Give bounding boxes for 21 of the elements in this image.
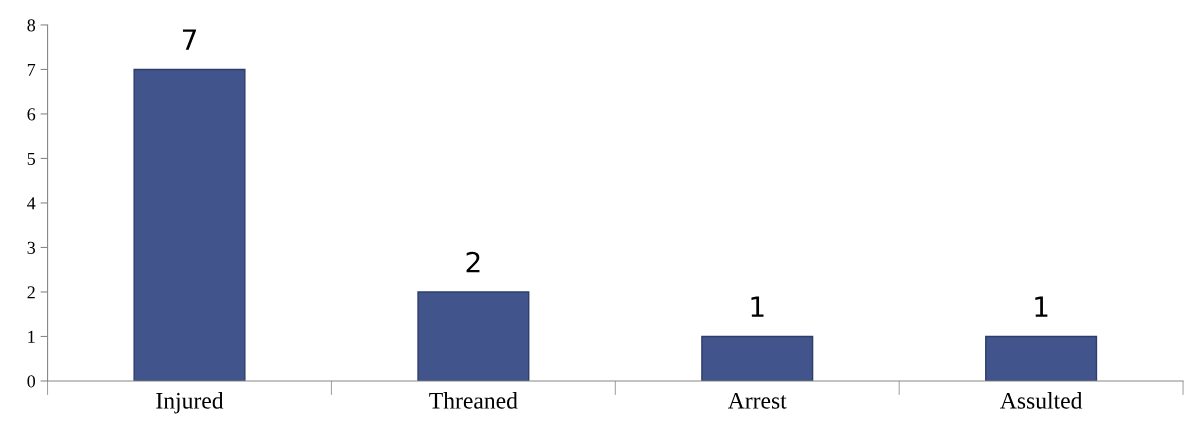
y-tick-label: 5: [27, 152, 36, 165]
bar: [985, 335, 1098, 381]
x-tick-label: Arrest: [727, 392, 787, 409]
x-tick-label: Injured: [156, 392, 224, 414]
data-label: 1: [751, 296, 764, 317]
y-tick-label: 1: [28, 330, 35, 343]
y-tick-label: 4: [27, 197, 36, 210]
y-tick-label: 8: [27, 19, 36, 32]
x-tick-label: Threaned: [429, 392, 518, 409]
y-tick-label: 2: [27, 286, 35, 299]
y-tick-label: 7: [27, 63, 36, 76]
bar: [701, 335, 814, 381]
x-tick-label: Assulted: [1000, 392, 1083, 409]
bar: [133, 68, 246, 381]
data-label: 7: [182, 29, 196, 50]
bar: [417, 291, 530, 381]
data-label: 2: [466, 251, 480, 273]
data-label: 1: [1035, 296, 1048, 317]
y-tick-label: 3: [27, 241, 36, 254]
y-tick-label: 0: [27, 375, 36, 388]
y-tick-label: 6: [27, 108, 36, 121]
